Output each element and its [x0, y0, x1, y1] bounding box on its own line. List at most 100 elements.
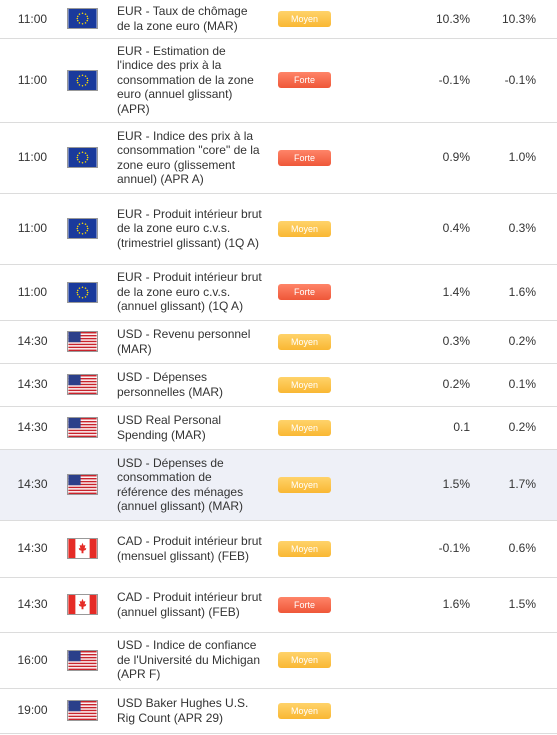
importance-badge: Moyen — [278, 376, 331, 393]
event-name: USD - Indice de confiance de l'Universit… — [110, 632, 272, 689]
event-name: USD - Revenu personnel (MAR) — [110, 320, 272, 364]
time: 14:30 — [0, 406, 65, 450]
flag-icon — [67, 218, 98, 239]
flag-icon — [67, 281, 98, 303]
flag-icon — [67, 374, 98, 395]
event-row: 14:30 CAD - Produit intérieur brut (annue… — [0, 577, 557, 633]
event-row: 14:30 USD Real Personal Spending (MAR) Moy… — [0, 406, 557, 450]
time: 14:30 — [0, 363, 65, 407]
forecast: 1.0% — [479, 122, 557, 194]
flag-cell — [65, 577, 110, 633]
event-row: 11:00 EUR - Produit intérieur brut de la … — [0, 264, 557, 321]
importance-cell: Moyen — [272, 193, 339, 265]
forecast: 0.2% — [479, 320, 557, 364]
event-name: EUR - Produit intérieur brut de la zone … — [110, 193, 272, 265]
event-row: 11:00 EUR - Taux de chômage de la zone eu… — [0, 0, 557, 39]
time: 11:00 — [0, 0, 65, 39]
time: 14:30 — [0, 520, 65, 578]
flag-cell — [65, 122, 110, 194]
importance-cell: Moyen — [272, 0, 339, 39]
event-row: 19:00 USD Baker Hughes U.S. Rig Count (AP… — [0, 688, 557, 734]
forecast — [479, 688, 557, 734]
importance-badge: Forte — [278, 284, 331, 300]
importance-badge: Forte — [278, 72, 331, 88]
importance-cell: Moyen — [272, 449, 339, 521]
time: 16:00 — [0, 632, 65, 689]
flag-icon — [67, 700, 98, 721]
event-row: 11:00 EUR - Estimation de l'indice des pr… — [0, 38, 557, 123]
event-name: EUR - Indice des prix à la consommation … — [110, 122, 272, 194]
actual — [339, 632, 479, 689]
flag-icon — [67, 69, 98, 91]
actual: 0.2% — [339, 363, 479, 407]
event-name: EUR - Estimation de l'indice des prix à … — [110, 38, 272, 123]
flag-cell — [65, 449, 110, 521]
importance-cell: Moyen — [272, 320, 339, 364]
event-row: 14:30 CAD - Produit intérieur brut (mensu… — [0, 520, 557, 578]
flag-cell — [65, 38, 110, 123]
importance-cell: Moyen — [272, 406, 339, 450]
event-name: USD Baker Hughes U.S. Rig Count (APR 29) — [110, 688, 272, 734]
forecast: 1.5% — [479, 577, 557, 633]
event-name: EUR - Produit intérieur brut de la zone … — [110, 264, 272, 321]
forecast: 1.7% — [479, 449, 557, 521]
flag-icon — [67, 538, 98, 559]
flag-cell — [65, 688, 110, 734]
time: 19:00 — [0, 688, 65, 734]
actual: 10.3% — [339, 0, 479, 39]
importance-cell: Forte — [272, 38, 339, 123]
forecast: 0.3% — [479, 193, 557, 265]
time: 11:00 — [0, 122, 65, 194]
importance-badge: Moyen — [278, 476, 331, 493]
event-name: USD Real Personal Spending (MAR) — [110, 406, 272, 450]
importance-badge: Moyen — [278, 333, 331, 350]
importance-cell: Moyen — [272, 688, 339, 734]
actual: -0.1% — [339, 38, 479, 123]
importance-badge: Moyen — [278, 702, 331, 719]
flag-icon — [67, 331, 98, 352]
event-row: 14:30 USD - Revenu personnel (MAR) Moyen 0.… — [0, 320, 557, 364]
forecast: 1.6% — [479, 264, 557, 321]
importance-cell: Forte — [272, 577, 339, 633]
forecast: -0.1% — [479, 38, 557, 123]
actual: 1.4% — [339, 264, 479, 321]
flag-cell — [65, 320, 110, 364]
time: 11:00 — [0, 264, 65, 321]
importance-cell: Moyen — [272, 632, 339, 689]
flag-cell — [65, 520, 110, 578]
forecast — [479, 632, 557, 689]
flag-cell — [65, 632, 110, 689]
importance-cell: Moyen — [272, 363, 339, 407]
importance-cell: Forte — [272, 122, 339, 194]
flag-cell — [65, 406, 110, 450]
forecast: 0.2% — [479, 406, 557, 450]
time: 11:00 — [0, 193, 65, 265]
importance-cell: Moyen — [272, 520, 339, 578]
event-name: EUR - Taux de chômage de la zone euro (M… — [110, 0, 272, 39]
importance-badge: Moyen — [278, 10, 331, 27]
importance-badge: Forte — [278, 596, 331, 613]
flag-icon — [67, 474, 98, 495]
actual: 0.1 — [339, 406, 479, 450]
event-name: CAD - Produit intérieur brut (mensuel gl… — [110, 520, 272, 578]
forecast: 0.1% — [479, 363, 557, 407]
importance-badge: Moyen — [278, 220, 331, 237]
time: 14:30 — [0, 449, 65, 521]
importance-badge: Moyen — [278, 419, 331, 436]
event-name: USD - Dépenses personnelles (MAR) — [110, 363, 272, 407]
flag-cell — [65, 363, 110, 407]
forecast: 0.6% — [479, 520, 557, 578]
event-row: 14:30 USD - Dépenses de consommation de r… — [0, 449, 557, 521]
actual: 1.5% — [339, 449, 479, 521]
flag-icon — [67, 594, 98, 615]
flag-icon — [67, 649, 98, 671]
event-row: 11:00 EUR - Indice des prix à la consomma… — [0, 122, 557, 194]
flag-cell — [65, 0, 110, 39]
time: 14:30 — [0, 320, 65, 364]
actual: 0.9% — [339, 122, 479, 194]
actual: 1.6% — [339, 577, 479, 633]
flag-cell — [65, 264, 110, 321]
event-name: USD - Dépenses de consommation de référe… — [110, 449, 272, 521]
